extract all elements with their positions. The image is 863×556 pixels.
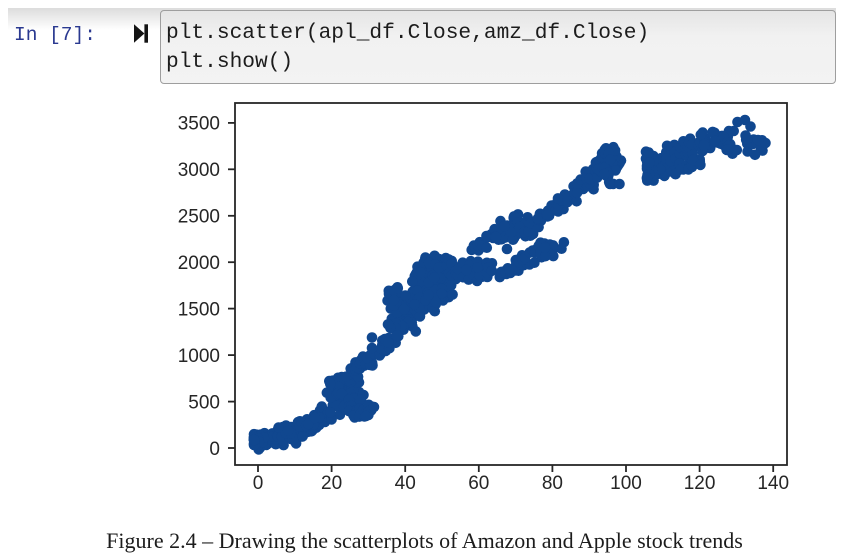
svg-text:20: 20 xyxy=(321,473,342,494)
svg-text:60: 60 xyxy=(468,473,489,494)
svg-text:3500: 3500 xyxy=(178,114,220,135)
svg-text:80: 80 xyxy=(542,473,563,494)
svg-text:140: 140 xyxy=(757,473,789,494)
svg-text:3000: 3000 xyxy=(178,160,220,181)
svg-text:0: 0 xyxy=(209,439,220,460)
svg-text:1500: 1500 xyxy=(178,299,220,320)
svg-text:1000: 1000 xyxy=(178,346,220,367)
svg-text:40: 40 xyxy=(395,473,416,494)
svg-text:2000: 2000 xyxy=(178,253,220,274)
svg-text:100: 100 xyxy=(610,473,642,494)
svg-text:500: 500 xyxy=(188,392,220,413)
svg-text:2500: 2500 xyxy=(178,207,220,228)
svg-text:0: 0 xyxy=(253,473,264,494)
svg-text:120: 120 xyxy=(684,473,716,494)
